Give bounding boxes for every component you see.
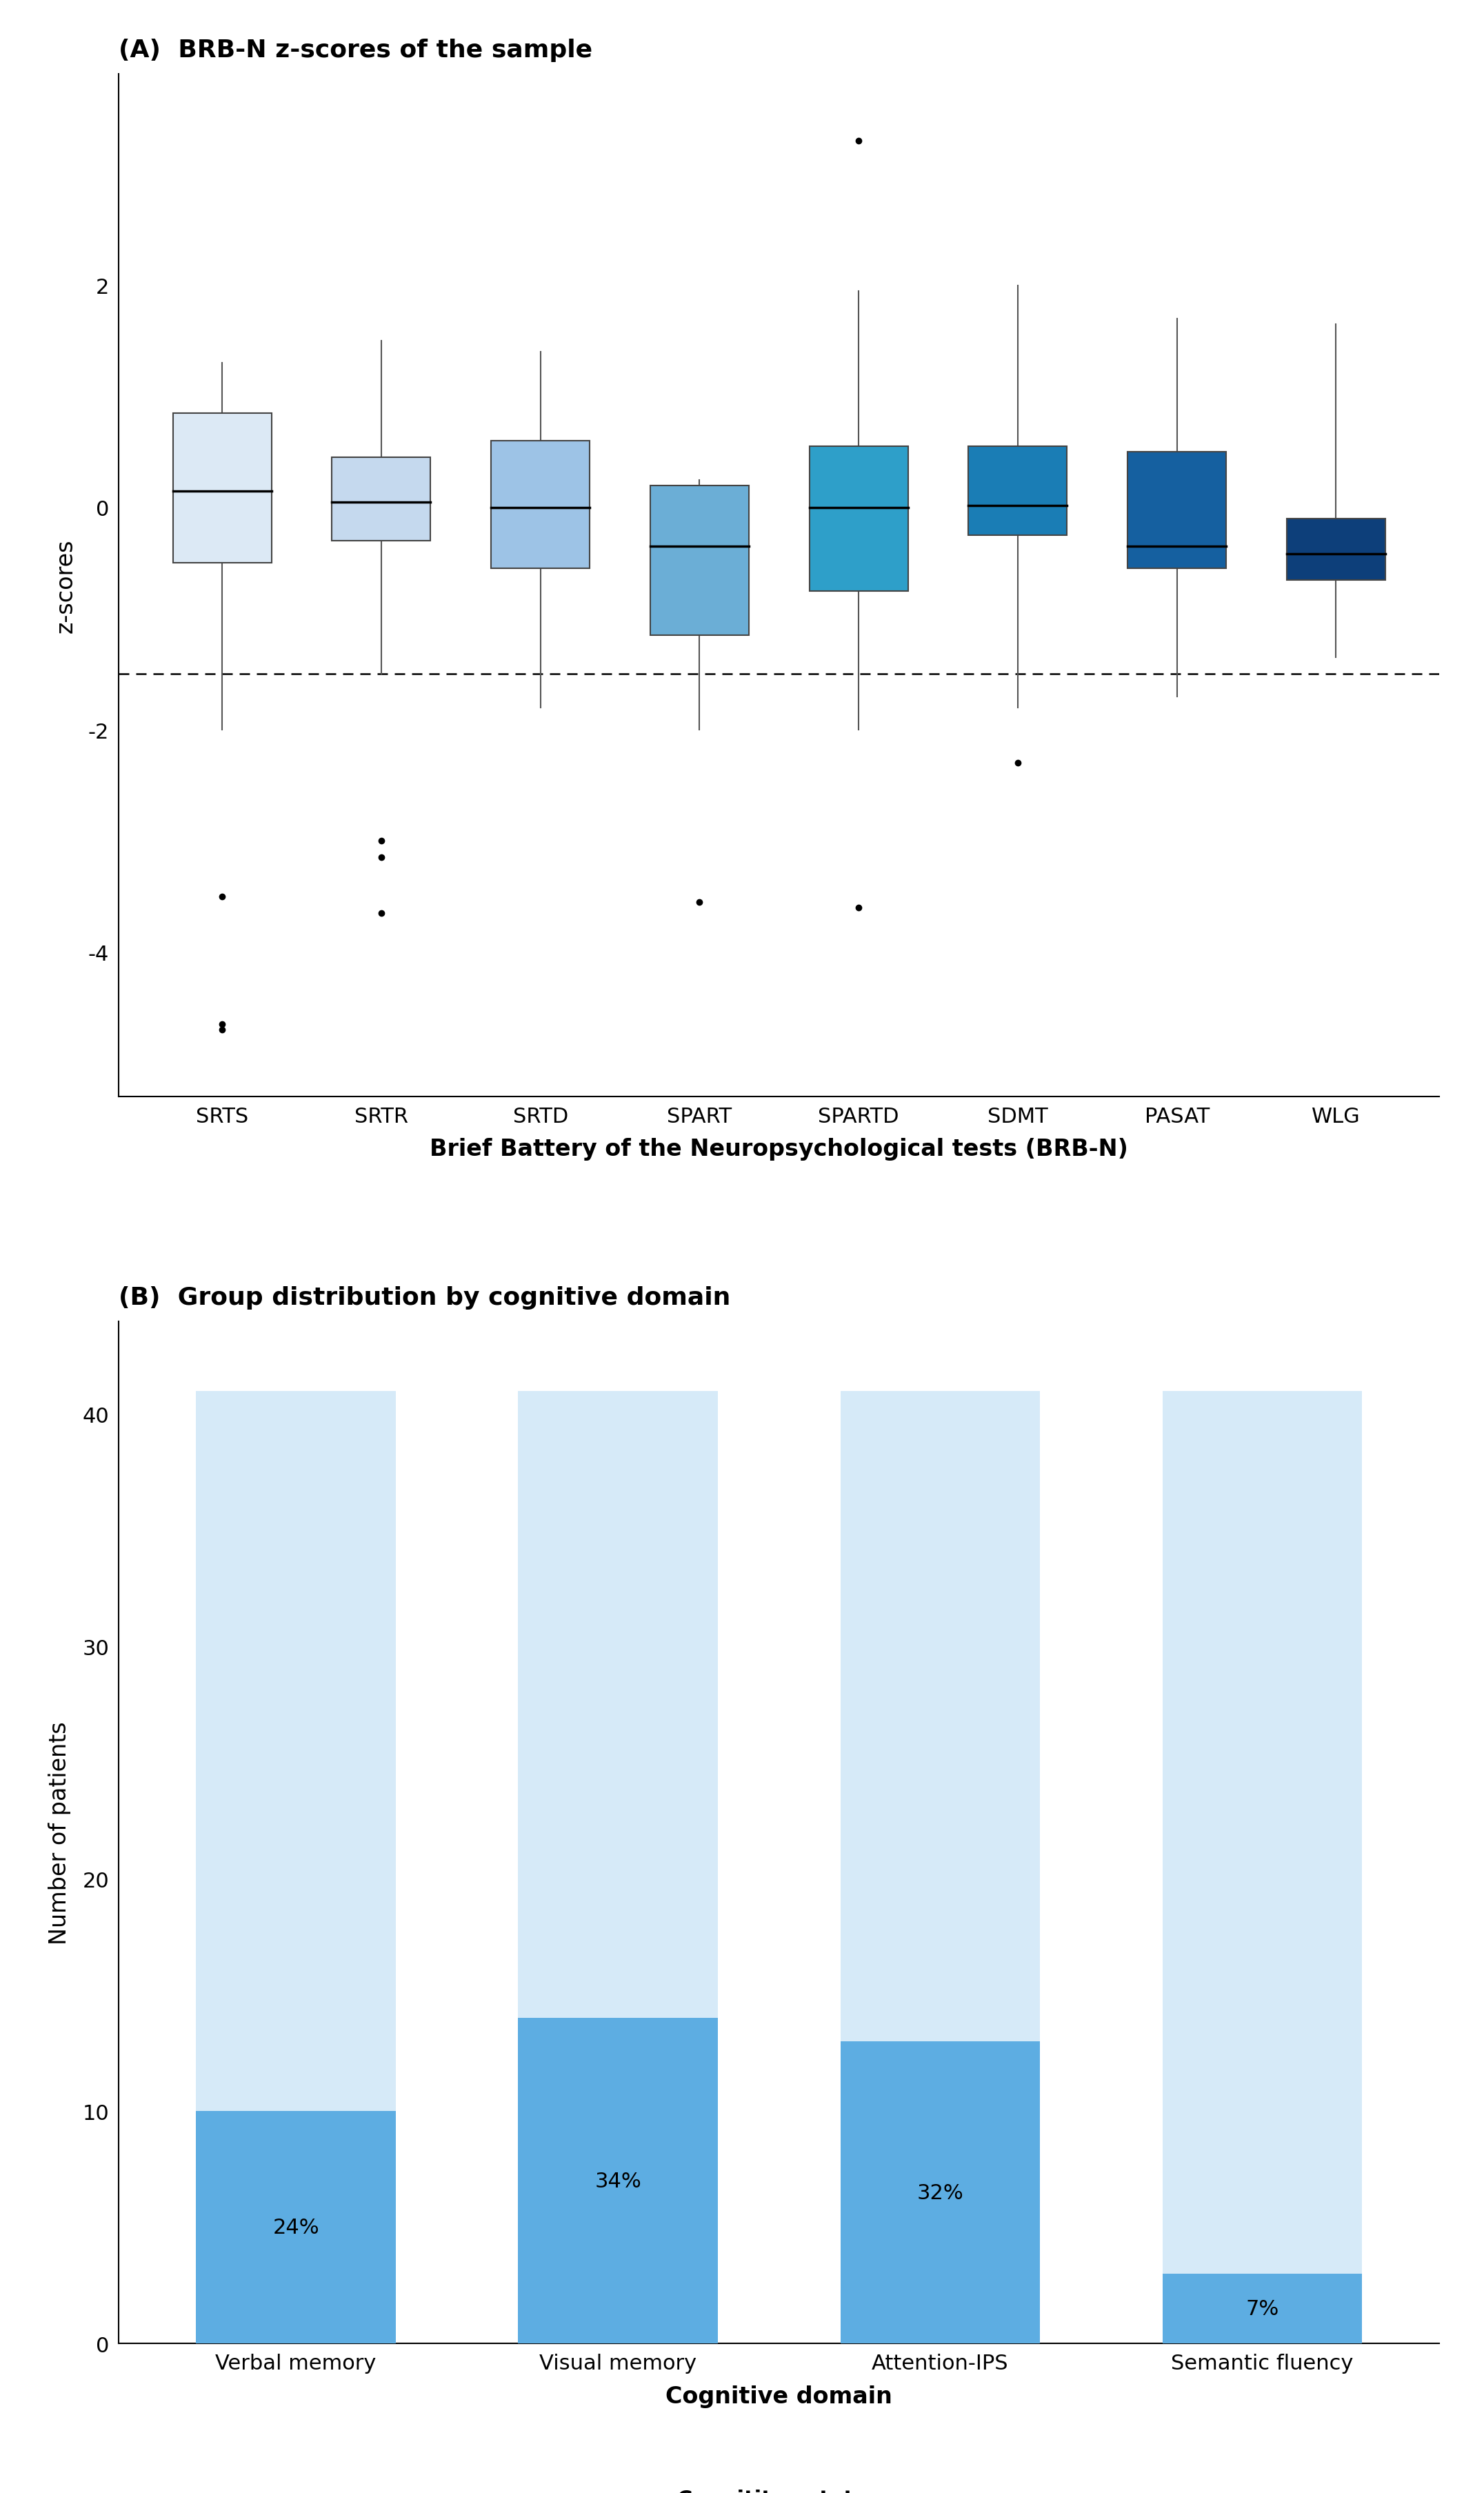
Bar (969, 446, 1067, 536)
Text: 34%: 34% (595, 2171, 641, 2191)
Bar (1128, 451, 1226, 568)
Bar (332, 459, 430, 541)
Bar (1162, 2274, 1362, 2343)
Text: 24%: 24% (273, 2216, 319, 2236)
Bar (491, 441, 589, 568)
Bar (840, 2042, 1040, 2343)
Text: 32%: 32% (917, 2181, 963, 2201)
Bar (196, 2112, 396, 2343)
Bar (172, 414, 272, 563)
Bar (1162, 1391, 1362, 2274)
Text: 7%: 7% (1245, 2299, 1279, 2318)
Legend: CP, CI: CP, CI (669, 2481, 889, 2493)
Bar (1287, 519, 1386, 581)
Text: (B)  Group distribution by cognitive domain: (B) Group distribution by cognitive doma… (119, 1286, 730, 1309)
Bar (196, 1391, 396, 2112)
X-axis label: Cognitive domain: Cognitive domain (666, 2383, 892, 2408)
Text: (A)  BRB-N z-scores of the sample: (A) BRB-N z-scores of the sample (119, 40, 592, 62)
Bar (650, 486, 749, 636)
Bar (518, 2019, 718, 2343)
Bar (840, 1391, 1040, 2042)
Y-axis label: Number of patients: Number of patients (47, 1720, 71, 1945)
X-axis label: Brief Battery of the Neuropsychological tests (BRB-N): Brief Battery of the Neuropsychological … (430, 1137, 1128, 1162)
Bar (518, 1391, 718, 2019)
Y-axis label: z-scores: z-scores (53, 538, 77, 633)
Bar (809, 446, 908, 591)
